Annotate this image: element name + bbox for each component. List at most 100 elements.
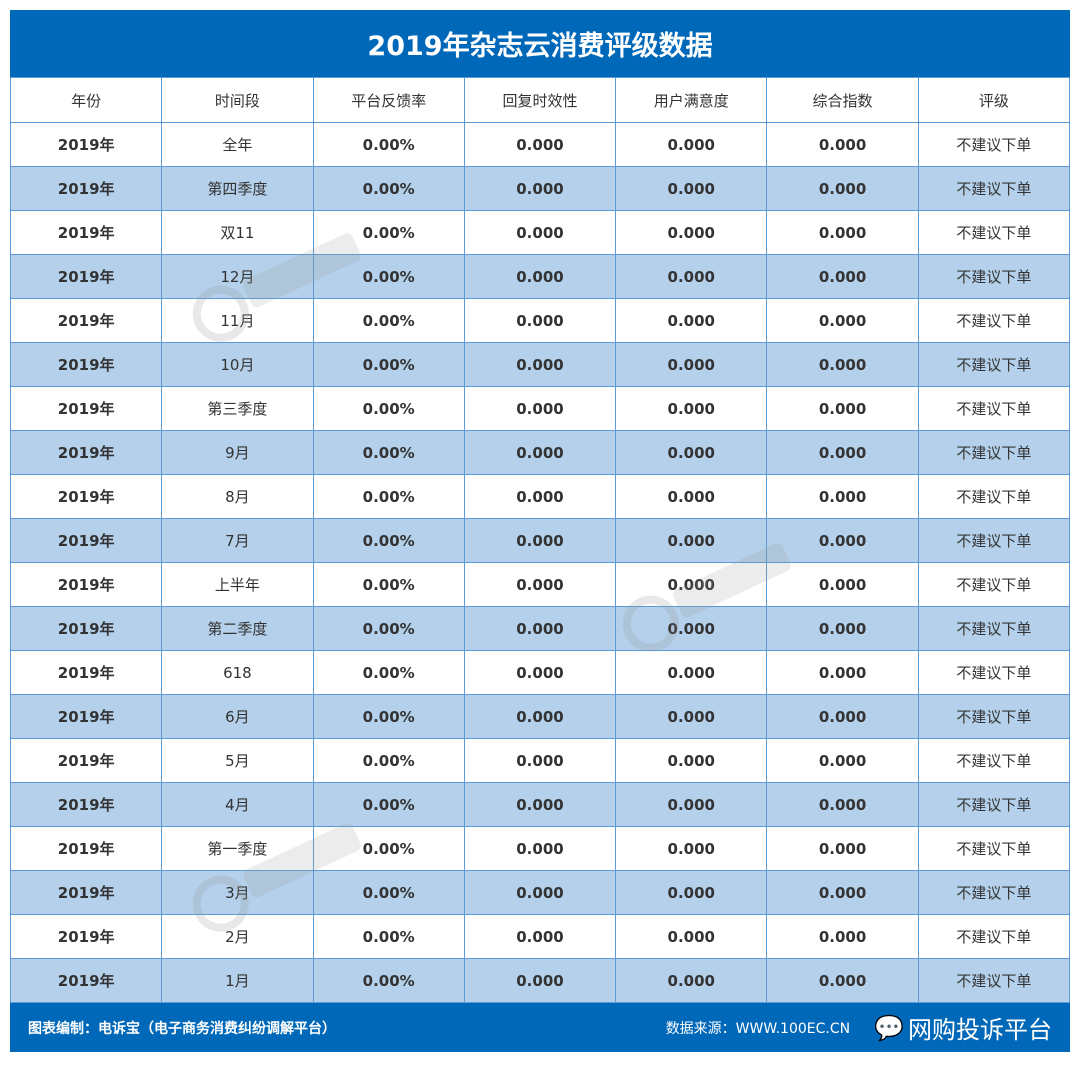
table-cell: 10月 <box>161 342 314 387</box>
table-row: 2019年 9月 0.00% 0.000 0.000 0.000 不建议下单 <box>9 430 1071 475</box>
table-cell: 0.000 <box>766 166 919 211</box>
table-cell: 0.000 <box>463 782 617 827</box>
table-cell: 0.000 <box>615 914 768 959</box>
table-cell: 2019年 <box>9 474 163 519</box>
table-row: 2019年 10月 0.00% 0.000 0.000 0.000 不建议下单 <box>9 342 1071 387</box>
table-cell: 0.000 <box>463 870 617 915</box>
table-cell: 0.000 <box>766 782 919 827</box>
table-row: 2019年 6月 0.00% 0.000 0.000 0.000 不建议下单 <box>9 694 1071 739</box>
table-cell: 0.000 <box>766 518 919 563</box>
table-cell: 0.000 <box>463 914 617 959</box>
table-cell: 0.000 <box>615 958 768 1003</box>
table-cell: 0.000 <box>615 122 768 167</box>
table-cell: 不建议下单 <box>917 342 1071 387</box>
table-cell: 0.000 <box>766 122 919 167</box>
table-cell: 0.00% <box>312 650 465 695</box>
footer-credit: 图表编制：电诉宝（电子商务消费纠纷调解平台） <box>28 1020 336 1037</box>
column-header: 回复时效性 <box>463 77 617 123</box>
table-cell: 0.000 <box>615 474 768 519</box>
table-cell: 不建议下单 <box>917 782 1071 827</box>
table-cell: 5月 <box>161 738 314 783</box>
table-row: 2019年 第四季度 0.00% 0.000 0.000 0.000 不建议下单 <box>9 166 1071 211</box>
table-cell: 2019年 <box>9 914 163 959</box>
table-cell: 7月 <box>161 518 314 563</box>
table-cell: 0.000 <box>615 166 768 211</box>
table-cell: 0.000 <box>766 650 919 695</box>
table-cell: 8月 <box>161 474 314 519</box>
column-header: 时间段 <box>161 77 314 123</box>
table-cell: 2019年 <box>9 166 163 211</box>
table-cell: 2019年 <box>9 298 163 343</box>
table-row: 2019年 全年 0.00% 0.000 0.000 0.000 不建议下单 <box>9 122 1071 167</box>
table-cell: 2019年 <box>9 826 163 871</box>
table-cell: 0.000 <box>463 518 617 563</box>
table-cell: 0.00% <box>312 914 465 959</box>
table-cell: 不建议下单 <box>917 122 1071 167</box>
table-cell: 2019年 <box>9 958 163 1003</box>
table-row: 2019年 1月 0.00% 0.000 0.000 0.000 不建议下单 <box>9 958 1071 1003</box>
table-cell: 双11 <box>161 210 314 255</box>
table-cell: 2月 <box>161 914 314 959</box>
table-cell: 不建议下单 <box>917 826 1071 871</box>
header-row: 年份 时间段 平台反馈率 回复时效性 用户满意度 综合指数 评级 <box>9 77 1071 123</box>
table-cell: 不建议下单 <box>917 958 1071 1003</box>
table-cell: 不建议下单 <box>917 738 1071 783</box>
table-row: 2019年 7月 0.00% 0.000 0.000 0.000 不建议下单 <box>9 518 1071 563</box>
table-cell: 0.000 <box>463 650 617 695</box>
column-header: 平台反馈率 <box>312 77 465 123</box>
table-cell: 0.000 <box>463 386 617 431</box>
table-cell: 不建议下单 <box>917 430 1071 475</box>
table-cell: 2019年 <box>9 738 163 783</box>
table-cell: 2019年 <box>9 254 163 299</box>
table-row: 2019年 12月 0.00% 0.000 0.000 0.000 不建议下单 <box>9 254 1071 299</box>
table-cell: 0.000 <box>615 254 768 299</box>
table-cell: 0.000 <box>766 474 919 519</box>
table-cell: 0.000 <box>615 562 768 607</box>
table-cell: 0.000 <box>615 694 768 739</box>
table-cell: 0.00% <box>312 166 465 211</box>
table-cell: 0.000 <box>766 914 919 959</box>
table-cell: 0.00% <box>312 870 465 915</box>
table-cell: 0.000 <box>463 210 617 255</box>
table-cell: 0.000 <box>766 254 919 299</box>
table-cell: 0.000 <box>615 870 768 915</box>
table-cell: 0.000 <box>463 166 617 211</box>
table-cell: 2019年 <box>9 870 163 915</box>
column-header: 评级 <box>917 77 1071 123</box>
table-cell: 0.00% <box>312 430 465 475</box>
table-cell: 0.00% <box>312 122 465 167</box>
table-cell: 0.00% <box>312 386 465 431</box>
table-cell: 0.000 <box>463 254 617 299</box>
table-row: 2019年 2月 0.00% 0.000 0.000 0.000 不建议下单 <box>9 914 1071 959</box>
table-cell: 0.00% <box>312 342 465 387</box>
table-cell: 0.00% <box>312 606 465 651</box>
table-cell: 0.000 <box>463 474 617 519</box>
table-cell: 2019年 <box>9 430 163 475</box>
table-cell: 2019年 <box>9 562 163 607</box>
wechat-icon: 💬 <box>874 1013 904 1042</box>
table-cell: 2019年 <box>9 694 163 739</box>
footer-source: 数据来源：WWW.100EC.CN <box>665 1020 851 1037</box>
table-cell: 0.000 <box>766 210 919 255</box>
table-cell: 0.000 <box>615 826 768 871</box>
table-cell: 9月 <box>161 430 314 475</box>
table-cell: 第一季度 <box>161 826 314 871</box>
table-cell: 11月 <box>161 298 314 343</box>
table-cell: 0.000 <box>463 122 617 167</box>
table-cell: 0.000 <box>463 298 617 343</box>
table-cell: 0.000 <box>463 430 617 475</box>
table-cell: 12月 <box>161 254 314 299</box>
table-cell: 0.000 <box>766 958 919 1003</box>
footer: 图表编制：电诉宝（电子商务消费纠纷调解平台） 数据来源：WWW.100EC.CN… <box>10 1003 1070 1052</box>
table-cell: 0.000 <box>766 342 919 387</box>
table-row: 2019年 上半年 0.00% 0.000 0.000 0.000 不建议下单 <box>9 562 1071 607</box>
table-cell: 2019年 <box>9 782 163 827</box>
table-cell: 0.000 <box>766 738 919 783</box>
table-cell: 不建议下单 <box>917 254 1071 299</box>
table-cell: 不建议下单 <box>917 298 1071 343</box>
table-cell: 不建议下单 <box>917 210 1071 255</box>
table-cell: 1月 <box>161 958 314 1003</box>
table-cell: 0.000 <box>463 826 617 871</box>
table-row: 2019年 8月 0.00% 0.000 0.000 0.000 不建议下单 <box>9 474 1071 519</box>
table-cell: 0.00% <box>312 826 465 871</box>
